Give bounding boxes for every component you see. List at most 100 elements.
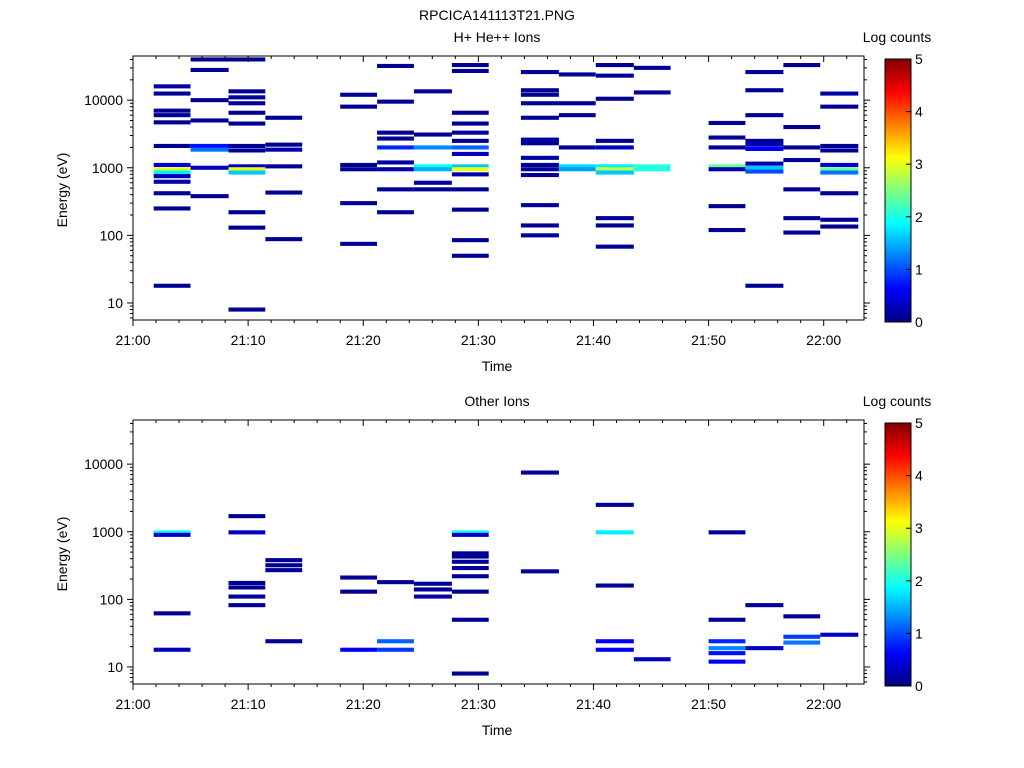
heatmap-cell xyxy=(228,170,266,175)
heatmap-cell xyxy=(595,530,634,535)
x-axis-label: Time xyxy=(482,358,513,374)
heatmap-cell xyxy=(708,651,746,656)
heatmap-cell xyxy=(451,121,489,126)
heatmap-cell xyxy=(228,57,266,62)
heatmap-cell xyxy=(520,173,559,178)
heatmap-cell xyxy=(451,172,489,177)
heatmap-cell xyxy=(520,233,559,238)
heatmap-cell xyxy=(595,164,634,169)
heatmap-cell xyxy=(708,617,746,622)
heatmap-cell xyxy=(820,170,859,175)
heatmap-cell xyxy=(708,228,746,233)
heatmap-cell xyxy=(783,634,821,639)
heatmap-cell xyxy=(377,647,414,652)
heatmap-cell xyxy=(228,89,266,94)
heatmap-cell xyxy=(708,120,746,125)
heatmap-cell xyxy=(633,164,671,169)
colorbar-tick-label: 4 xyxy=(915,104,923,120)
heatmap-cell xyxy=(265,563,303,568)
heatmap-cell xyxy=(228,101,266,106)
heatmap-cell xyxy=(228,514,266,519)
heatmap-cell xyxy=(265,164,303,169)
heatmap-cell xyxy=(708,135,746,140)
heatmap-cell xyxy=(558,72,596,77)
heatmap-cell xyxy=(820,104,859,109)
heatmap-cell xyxy=(558,113,596,118)
heatmap-cell xyxy=(228,143,266,148)
heatmap-cell xyxy=(520,167,559,172)
plot-frame xyxy=(132,419,865,685)
x-tick-label: 21:00 xyxy=(115,696,150,712)
heatmap-cell xyxy=(451,151,489,156)
heatmap-cell xyxy=(520,203,559,208)
heatmap-cell xyxy=(520,101,559,106)
heatmap-cell xyxy=(708,145,746,150)
heatmap-cell xyxy=(595,96,634,101)
heatmap-cell xyxy=(153,179,191,184)
y-tick-label: 1000 xyxy=(92,524,123,540)
heatmap-cell xyxy=(451,238,489,243)
y-tick-label: 10000 xyxy=(84,92,123,108)
heatmap-cell xyxy=(745,283,784,288)
heatmap-cell xyxy=(153,91,191,96)
heatmap-cell xyxy=(228,110,266,115)
y-axis-label: Energy (eV) xyxy=(54,517,70,592)
heatmap-cell xyxy=(595,138,634,143)
heatmap-cell xyxy=(745,165,784,170)
heatmap-cell xyxy=(451,145,489,150)
heatmap-cell xyxy=(413,164,452,169)
heatmap-cell xyxy=(377,187,414,192)
y-axis: 10 100 1000 10000 xyxy=(84,422,870,683)
x-tick-label: 22:00 xyxy=(806,332,841,348)
x-tick-label: 21:40 xyxy=(576,332,611,348)
heatmap-cell xyxy=(451,671,489,676)
heatmap-cell xyxy=(820,143,859,148)
colorbar-tick-label: 0 xyxy=(915,678,923,694)
heatmap-cell xyxy=(451,207,489,212)
heatmap-cell xyxy=(745,146,784,151)
heatmap-cell xyxy=(708,530,746,535)
heatmap-cell xyxy=(820,217,859,222)
heatmap-cell xyxy=(820,91,859,96)
colorbar-label: Log counts xyxy=(863,29,932,45)
x-tick-label: 21:30 xyxy=(461,696,496,712)
y-tick-label: 10 xyxy=(107,659,123,675)
y-axis: 10 100 1000 10000 xyxy=(84,58,870,319)
plot-area xyxy=(153,470,859,676)
x-tick-label: 21:50 xyxy=(691,332,726,348)
heatmap-cell xyxy=(153,113,191,118)
heatmap-cell xyxy=(413,594,452,599)
heatmap-cell xyxy=(451,68,489,73)
heatmap-cell xyxy=(190,98,229,103)
heatmap-cell xyxy=(377,210,414,215)
heatmap-cell xyxy=(190,118,229,123)
heatmap-cell xyxy=(265,237,303,242)
heatmap-cell xyxy=(745,161,784,166)
heatmap-cell xyxy=(820,148,859,153)
colorbar-tick-label: 0 xyxy=(915,314,923,330)
x-tick-label: 22:00 xyxy=(806,696,841,712)
panel-h-he-ions: H+ He++ Ions 21:00 21:10 21:20 21:30 21:40 21… xyxy=(54,29,931,374)
heatmap-cell xyxy=(377,639,414,644)
heatmap-cell xyxy=(745,113,784,118)
heatmap-cell xyxy=(413,180,452,185)
heatmap-cell xyxy=(413,132,452,137)
x-tick-label: 21:20 xyxy=(346,332,381,348)
heatmap-cell xyxy=(340,575,377,580)
heatmap-cell xyxy=(153,283,191,288)
colorbar-gradient xyxy=(884,422,912,687)
heatmap-cell xyxy=(340,92,377,97)
x-axis: 21:00 21:10 21:20 21:30 21:40 21:50 22:00 xyxy=(115,420,848,712)
heatmap-cell xyxy=(820,191,859,196)
heatmap-cell xyxy=(595,145,634,150)
heatmap-cell xyxy=(451,589,489,594)
heatmap-cell xyxy=(595,167,634,172)
heatmap-cell xyxy=(153,120,191,125)
heatmap-cell xyxy=(745,169,784,174)
colorbar: 0 1 2 3 4 5 xyxy=(884,415,923,694)
heatmap-cell xyxy=(228,210,266,215)
heatmap-cell xyxy=(558,164,596,169)
heatmap-cell xyxy=(783,187,821,192)
heatmap-cell xyxy=(340,162,377,167)
heatmap-cell xyxy=(595,583,634,588)
